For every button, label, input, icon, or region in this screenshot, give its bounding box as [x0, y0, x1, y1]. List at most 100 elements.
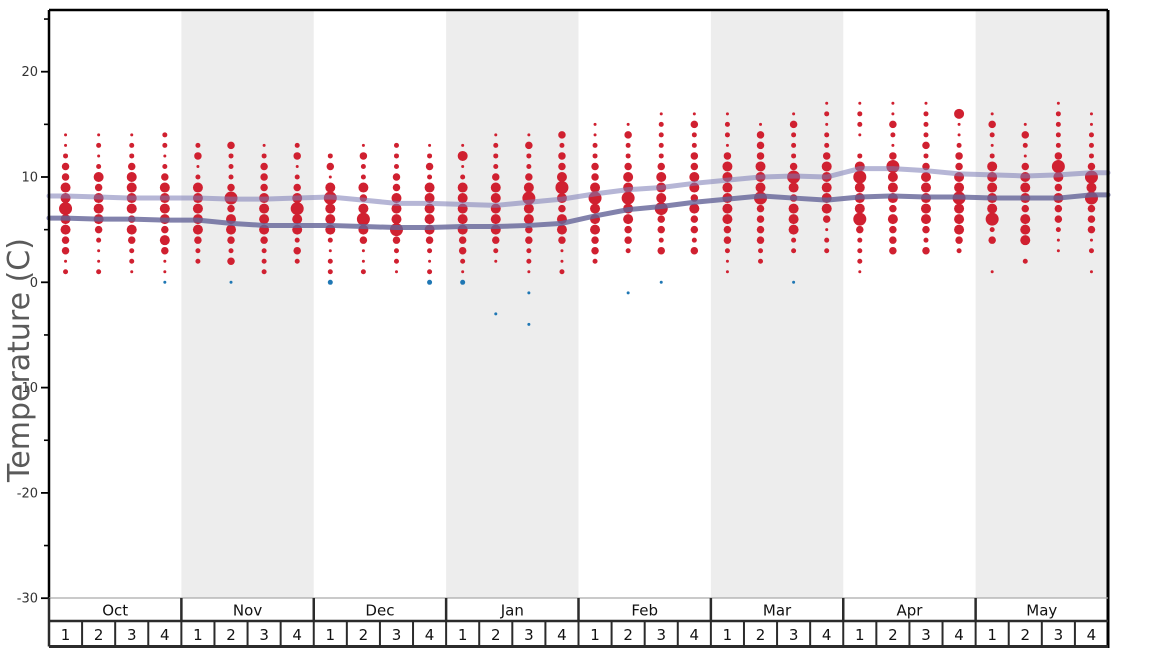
month-band [975, 10, 1108, 598]
red-dot [259, 203, 270, 214]
red-dot [591, 173, 599, 181]
red-dot [691, 237, 697, 243]
red-dot [690, 246, 699, 255]
red-dot [226, 224, 237, 235]
red-dot [722, 161, 733, 172]
red-dot [97, 259, 101, 263]
red-dot [591, 162, 599, 171]
red-dot [163, 259, 167, 263]
red-dot [954, 182, 965, 193]
red-dot [261, 258, 267, 264]
red-dot [853, 170, 867, 184]
red-dot [724, 132, 730, 138]
red-dot [96, 163, 102, 169]
red-dot [494, 133, 498, 137]
red-dot [163, 270, 167, 274]
red-dot [96, 142, 102, 148]
red-dot [825, 101, 829, 105]
week-cell-label: 1 [723, 626, 733, 644]
red-dot [458, 246, 467, 255]
red-dot [1051, 159, 1065, 173]
red-dot [360, 163, 366, 169]
red-dot [293, 152, 301, 160]
red-dot [227, 204, 235, 213]
red-dot [162, 142, 168, 148]
week-cell-label: 4 [690, 626, 700, 644]
month-band [710, 10, 844, 598]
red-dot [788, 214, 799, 225]
red-dot [63, 153, 69, 159]
red-dot [558, 204, 566, 213]
red-dot [957, 133, 961, 137]
red-dot [493, 153, 499, 159]
red-dot [227, 236, 235, 244]
red-dot [195, 174, 201, 180]
red-dot [756, 225, 765, 234]
red-dot [756, 215, 765, 223]
red-dot [159, 235, 170, 246]
red-dot [924, 101, 928, 105]
red-dot [260, 173, 268, 181]
red-dot [490, 182, 501, 193]
red-dot [294, 258, 300, 264]
red-dot [161, 246, 169, 255]
red-dot [194, 152, 202, 160]
red-dot [854, 182, 865, 193]
week-cell-label: 2 [888, 626, 898, 644]
red-dot [427, 153, 433, 159]
red-dot [1055, 111, 1061, 117]
red-dot [1022, 142, 1028, 148]
red-dot [94, 183, 103, 192]
red-dot [890, 132, 896, 138]
red-dot [791, 248, 797, 254]
red-dot [758, 248, 764, 254]
red-dot [527, 270, 531, 274]
red-dot [358, 182, 369, 193]
week-cell-label: 3 [789, 626, 799, 644]
month-band [446, 10, 579, 598]
red-dot [64, 133, 68, 137]
red-dot [360, 174, 366, 180]
week-cell-label: 1 [61, 626, 71, 644]
red-dot [292, 214, 303, 225]
red-dot [261, 153, 267, 159]
red-dot [658, 153, 664, 159]
red-dot [556, 172, 567, 182]
red-dot [290, 202, 304, 216]
red-dot [294, 174, 300, 180]
red-dot [130, 133, 134, 137]
red-dot [393, 163, 399, 169]
red-dot [492, 236, 500, 244]
red-dot [129, 142, 135, 148]
red-dot [656, 172, 667, 182]
red-dot [623, 172, 634, 182]
week-cell-label: 4 [557, 626, 567, 644]
red-dot [658, 121, 664, 127]
red-dot [691, 132, 697, 138]
red-dot [393, 258, 399, 264]
red-dot [126, 203, 137, 214]
red-dot [725, 143, 729, 147]
red-dot [1089, 122, 1093, 126]
red-dot [555, 181, 569, 195]
red-dot [989, 227, 995, 233]
freeze-dot [527, 291, 531, 295]
red-dot [161, 225, 169, 234]
red-dot [657, 215, 665, 223]
red-dot [759, 122, 763, 126]
red-dot [392, 236, 401, 244]
red-dot [822, 152, 831, 160]
red-dot [825, 228, 829, 232]
red-dot [723, 225, 732, 234]
red-dot [990, 143, 994, 147]
red-dot [1023, 154, 1027, 158]
red-dot [624, 162, 632, 171]
red-dot [523, 214, 534, 225]
week-cell-label: 2 [491, 626, 501, 644]
red-dot [1089, 238, 1093, 242]
red-dot [920, 203, 931, 214]
red-dot [593, 133, 597, 137]
red-dot [159, 182, 170, 193]
